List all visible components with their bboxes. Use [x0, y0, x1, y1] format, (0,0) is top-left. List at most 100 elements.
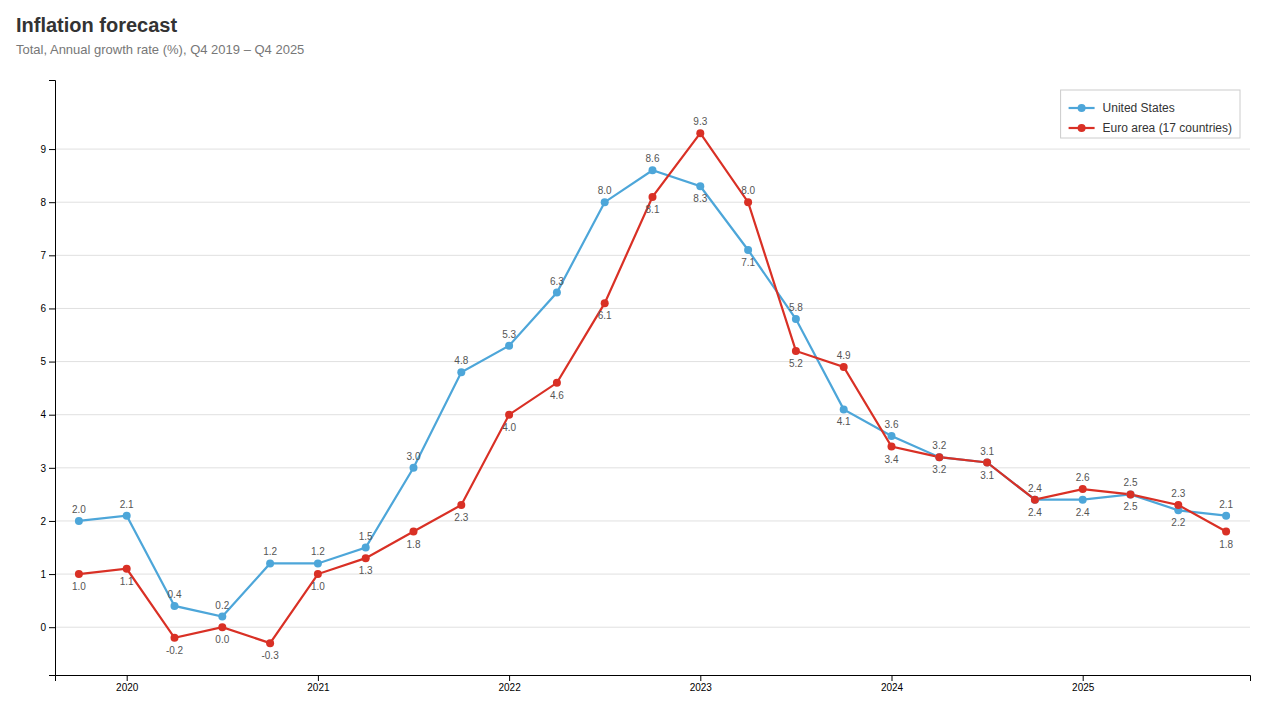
point [362, 554, 370, 562]
x-tick-label: 2025 [1072, 682, 1095, 693]
x-tick-mark [509, 675, 510, 681]
data-label: 2.4 [1028, 483, 1042, 494]
y-axis-line [49, 81, 56, 676]
data-label: 3.0 [407, 451, 421, 462]
point [505, 411, 513, 419]
data-label: 1.8 [407, 539, 421, 550]
y-tick-label: 6 [40, 303, 46, 314]
data-label: 2.5 [1124, 477, 1138, 488]
y-tick-mark [49, 362, 55, 363]
y-tick: 0 [40, 622, 55, 633]
data-label: 8.1 [646, 204, 660, 215]
x-tick-label: 2024 [881, 682, 904, 693]
grid-line [55, 149, 1250, 150]
point [1031, 496, 1039, 504]
x-axis-line [56, 676, 1251, 682]
point [935, 453, 943, 461]
point [744, 198, 752, 206]
point [410, 528, 418, 536]
data-label: 5.3 [502, 329, 516, 340]
data-label: 2.1 [1219, 499, 1233, 510]
data-label: 5.2 [789, 358, 803, 369]
data-label: 2.0 [72, 504, 86, 515]
data-label: 3.6 [885, 419, 899, 430]
point [218, 623, 226, 631]
data-label: 7.1 [741, 257, 755, 268]
x-tick-label: 2020 [116, 682, 139, 693]
point [1222, 512, 1230, 520]
y-tick-mark [49, 521, 55, 522]
data-label: 1.0 [72, 581, 86, 592]
x-tick-label: 2023 [690, 682, 713, 693]
point [1079, 485, 1087, 493]
point [696, 129, 704, 137]
data-label: 8.6 [646, 153, 660, 164]
y-tick-mark [49, 255, 55, 256]
point [362, 544, 370, 552]
data-label: 3.1 [980, 446, 994, 457]
data-label: 2.4 [1076, 507, 1090, 518]
x-tick-mark [892, 675, 893, 681]
y-tick-label: 0 [40, 622, 46, 633]
point [792, 315, 800, 323]
point [1127, 490, 1135, 498]
data-label: 5.8 [789, 302, 803, 313]
data-label: 1.5 [359, 531, 373, 542]
series-line [79, 133, 1226, 643]
data-label: 6.1 [598, 310, 612, 321]
data-label: 1.3 [359, 565, 373, 576]
data-label: 2.3 [1171, 488, 1185, 499]
point [792, 347, 800, 355]
point [649, 166, 657, 174]
grid-line [55, 361, 1250, 362]
point [935, 453, 943, 461]
legend-label: Euro area (17 countries) [1103, 121, 1232, 135]
grid [55, 149, 1250, 627]
y-tick-label: 8 [40, 197, 46, 208]
y-tick-label: 9 [40, 144, 46, 155]
grid-line [55, 308, 1250, 309]
data-label: -0.2 [166, 645, 184, 656]
data-label: 3.4 [885, 454, 899, 465]
x-tick-mark [127, 675, 128, 681]
legend-label: United States [1103, 101, 1175, 115]
x-tick-mark [700, 675, 701, 681]
data-label: 8.0 [598, 185, 612, 196]
data-label: 1.2 [311, 546, 325, 557]
grid-line [55, 627, 1250, 628]
data-label: 1.1 [120, 576, 134, 587]
data-labels: 2.02.10.40.21.21.21.53.04.85.36.38.08.68… [72, 116, 1234, 661]
x-tick: 2022 [498, 675, 521, 693]
point [601, 299, 609, 307]
grid-line [55, 202, 1250, 203]
title: Inflation forecast [16, 14, 177, 36]
x-tick-label: 2022 [498, 682, 521, 693]
marks [75, 129, 1230, 647]
y-tick-label: 2 [40, 516, 46, 527]
point [888, 432, 896, 440]
data-label: -0.3 [261, 650, 279, 661]
data-label: 3.2 [932, 440, 946, 451]
y-tick: 9 [40, 144, 55, 155]
data-label: 2.4 [1028, 507, 1042, 518]
data-label: 2.1 [120, 499, 134, 510]
x-tick: 2024 [881, 675, 904, 693]
point [505, 342, 513, 350]
data-label: 6.3 [550, 276, 564, 287]
y-tick-label: 5 [40, 356, 46, 367]
legend-marker [1078, 104, 1086, 112]
data-label: 2.2 [1171, 517, 1185, 528]
y-tick: 8 [40, 197, 55, 208]
x-tick-mark [1083, 675, 1084, 681]
legend-marker [1078, 124, 1086, 132]
x-tick: 2025 [1072, 675, 1095, 693]
grid-line [55, 520, 1250, 521]
point [75, 517, 83, 525]
y-tick: 5 [40, 356, 55, 367]
data-label: 4.9 [837, 350, 851, 361]
data-label: 2.3 [454, 512, 468, 523]
point [1079, 496, 1087, 504]
point [123, 512, 131, 520]
y-tick-mark [49, 627, 55, 628]
data-label: 3.2 [932, 464, 946, 475]
